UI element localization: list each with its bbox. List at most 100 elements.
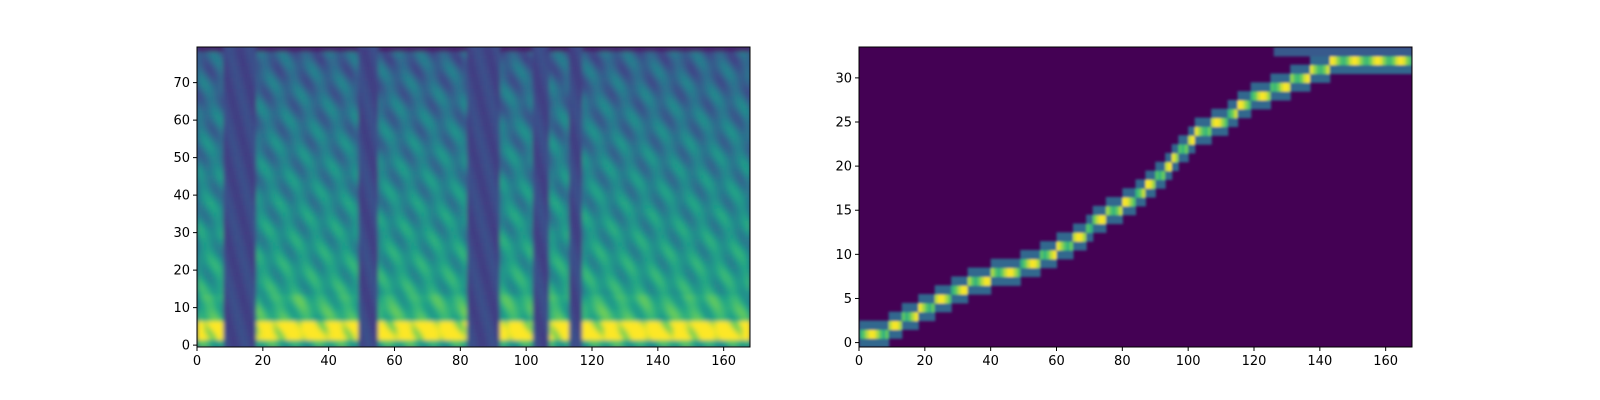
spectrogram-cell [213,279,218,284]
spectrogram-cell [325,69,330,74]
spectrogram-cell [276,118,280,123]
spectrogram-cell [335,189,340,194]
spectrogram-cell [236,58,241,63]
spectrogram-cell [358,50,363,56]
spectrogram-cell [223,219,228,224]
spectrogram-cell [236,170,241,176]
spectrogram-cell [216,80,221,86]
spectrogram-cell [345,185,350,191]
spectrogram-cell [397,249,402,254]
spectrogram-cell [272,167,277,172]
spectrogram-cell [256,99,261,104]
spectrogram-cell [243,47,247,52]
spectrogram-cell [331,208,336,213]
spectrogram-cell [378,114,382,119]
spectrogram-cell [213,170,218,176]
spectrogram-cell [318,320,323,326]
spectrogram-cell [315,313,320,318]
spectrogram-cell [325,107,330,112]
spectrogram-cell [351,84,356,89]
spectrogram-cell [364,332,369,337]
spectrogram-cell [397,114,402,119]
spectrogram-cell [200,223,205,228]
spectrogram-cell [308,182,313,187]
spectrogram-cell [252,47,257,52]
spectrogram-cell [289,47,294,52]
spectrogram-cell [391,62,396,67]
spectrogram-cell [289,260,294,266]
spectrogram-cell [266,50,271,56]
spectrogram-cell [200,279,205,284]
spectrogram-cell [197,313,201,318]
spectrogram-cell [308,290,313,296]
spectrogram-cell [276,47,280,52]
spectrogram-cell [378,238,382,243]
spectrogram-cell [361,118,366,123]
spectrogram-cell [236,343,241,347]
spectrogram-cell [322,317,326,322]
spectrogram-cell [210,65,215,71]
spectrogram-cell [262,50,267,56]
spectrogram-cell [206,174,211,179]
spectrogram-cell [292,185,297,191]
spectrogram-cell [345,335,350,341]
spectrogram-cell [269,73,274,78]
spectrogram-cell [210,290,215,296]
spectrogram-cell [249,47,254,52]
spectrogram-cell [210,264,215,269]
spectrogram-cell [308,122,313,127]
spectrogram-cell [233,125,238,131]
spectrogram-cell [322,155,326,161]
spectrogram-cell [282,159,287,164]
spectrogram-cell [312,189,317,194]
spectrogram-cell [315,159,320,164]
spectrogram-cell [381,260,386,266]
spectrogram-cell [345,107,350,112]
spectrogram-cell [305,50,310,56]
spectrogram-cell [249,298,254,303]
spectrogram-cell [381,99,386,104]
spectrogram-cell [262,227,267,232]
spectrogram-cell [256,170,261,176]
spectrogram-cell [302,257,307,262]
spectrogram-cell [289,178,294,183]
spectrogram-cell [302,189,307,194]
spectrogram-cell [295,242,300,247]
spectrogram-cell [355,208,359,213]
spectrogram-cell [285,88,290,93]
spectrogram-cell [262,328,267,333]
spectrogram-cell [381,110,386,116]
spectrogram-cell [335,204,340,209]
spectrogram-cell [315,118,320,123]
spectrogram-cell [289,189,294,194]
spectrogram-cell [239,144,244,149]
spectrogram-cell [210,77,215,82]
spectrogram-cell [210,178,215,183]
spectrogram-cell [266,260,271,266]
spectrogram-cell [299,58,303,63]
spectrogram-cell [328,320,333,326]
spectrogram-cell [358,290,363,296]
spectrogram-cell [345,320,350,326]
spectrogram-cell [223,200,228,206]
spectrogram-cell [282,152,287,157]
spectrogram-cell [203,294,208,299]
spectrogram-cell [374,215,379,221]
spectrogram-cell [282,223,287,228]
spectrogram-cell [335,332,340,337]
spectrogram-cell [236,95,241,101]
spectrogram-cell [282,279,287,284]
spectrogram-cell [371,62,376,67]
spectrogram-cell [266,54,271,59]
spectrogram-cell [220,272,224,277]
spectrogram-cell [216,324,221,329]
spectrogram-cell [269,275,274,281]
spectrogram-cell [262,163,267,168]
spectrogram-cell [256,80,261,86]
spectrogram-cell [387,167,392,172]
spectrogram-cell [338,174,343,179]
spectrogram-cell [236,332,241,337]
spectrogram-cell [289,208,294,213]
spectrogram-cell [262,114,267,119]
spectrogram-cell [276,189,280,194]
